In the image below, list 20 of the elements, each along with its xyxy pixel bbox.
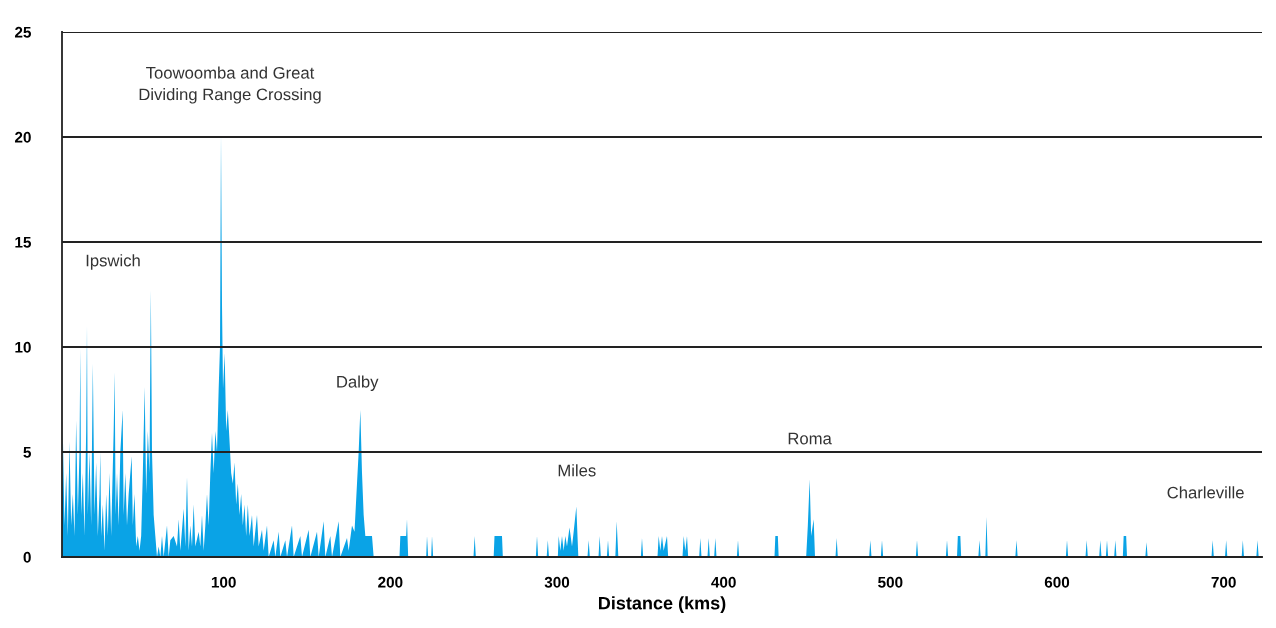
x-tick-label: 500 bbox=[878, 576, 903, 588]
annotation: Toowoomba and Great Dividing Range Crossing bbox=[139, 66, 321, 104]
x-axis-title: Distance (kms) bbox=[598, 596, 726, 614]
y-tick-label: 10 bbox=[15, 341, 31, 353]
x-tick-label: 700 bbox=[1211, 576, 1236, 588]
annotation: Ipswich bbox=[86, 254, 140, 270]
x-tick-label: 100 bbox=[211, 576, 236, 588]
x-tick-label: 300 bbox=[544, 576, 570, 588]
y-tick-label: 20 bbox=[14, 131, 31, 143]
x-tick-label: 200 bbox=[378, 576, 403, 588]
y-tick-label: 15 bbox=[15, 237, 32, 248]
x-tick-label: 400 bbox=[711, 576, 736, 588]
y-tick-label: 5 bbox=[23, 447, 32, 458]
annotation: Charleville bbox=[1167, 486, 1244, 499]
x-tick-label: 600 bbox=[1044, 576, 1070, 588]
annotation: Dalby bbox=[337, 375, 379, 391]
annotation: Roma bbox=[788, 432, 832, 445]
annotation: Miles bbox=[558, 464, 596, 477]
y-tick-label: 25 bbox=[14, 26, 32, 38]
y-tick-label: 0 bbox=[23, 551, 31, 563]
